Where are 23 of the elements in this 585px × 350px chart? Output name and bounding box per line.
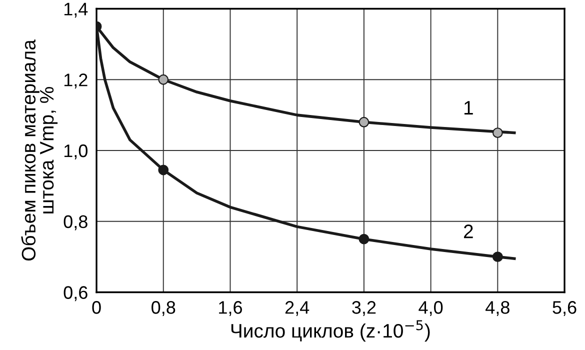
x-tick-label: 0,8 [152,301,176,316]
point [358,116,370,128]
y-axis-title: Объем пиков материала штока Vmp, % [21,40,58,261]
x-tick-label: 4,0 [418,301,443,316]
y-tick-label: 1,4 [64,2,88,18]
point [358,234,370,244]
y-tick-label: 0,6 [64,286,88,302]
annotation: 1 [464,101,473,114]
annotation: 2 [464,224,473,238]
x-tick-label: 2,4 [285,301,310,316]
y-tick-label: 0,8 [64,215,88,230]
x-tick-label: 1,6 [219,301,242,316]
y-tick-label: 1,0 [64,144,88,160]
x-tick-label: 5,6 [552,301,576,316]
point [158,74,169,85]
x-tick-label: 4,8 [486,301,510,316]
x-axis-title: Число циклов (z·10$^{−5}$) [231,320,430,342]
point [492,128,503,138]
x-tick-label: 0 [92,301,101,314]
point [492,252,503,262]
y-tick-label: 1,2 [64,74,88,88]
x-tick-label: 3,2 [352,301,376,316]
point [158,164,169,176]
